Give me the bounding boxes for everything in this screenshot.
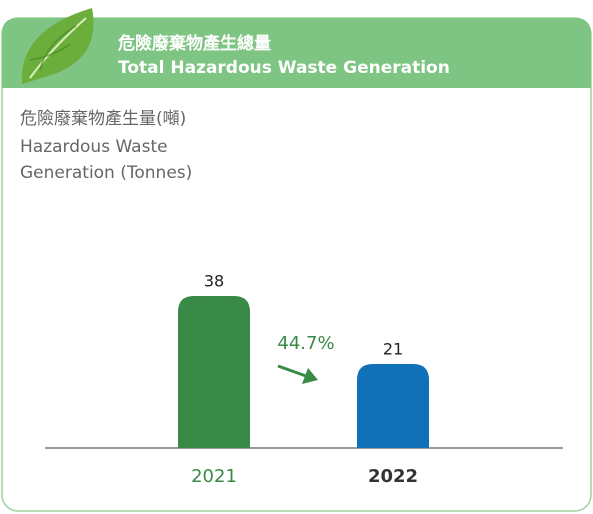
data-label: 38 xyxy=(204,272,224,291)
y-axis-label-en: Hazardous Waste Generation (Tonnes) xyxy=(20,134,210,186)
card-border xyxy=(2,18,591,511)
chart: 危險廢棄物產生總量 Total Hazardous Waste Generati… xyxy=(0,0,593,514)
data-label: 21 xyxy=(383,340,403,359)
infographic-card: 危險廢棄物產生總量 Total Hazardous Waste Generati… xyxy=(0,0,593,514)
chart-subtitle: Total Hazardous Waste Generation xyxy=(118,58,450,78)
x-tick-label: 2021 xyxy=(191,466,237,487)
y-axis-label: 危險廢棄物產生量(噸) xyxy=(20,106,320,132)
bar xyxy=(357,364,429,448)
chart-title: 危險廢棄物產生總量 xyxy=(117,33,271,54)
bar xyxy=(178,296,250,448)
x-tick-label: 2022 xyxy=(368,466,418,487)
change-annotation: 44.7% xyxy=(277,333,334,354)
